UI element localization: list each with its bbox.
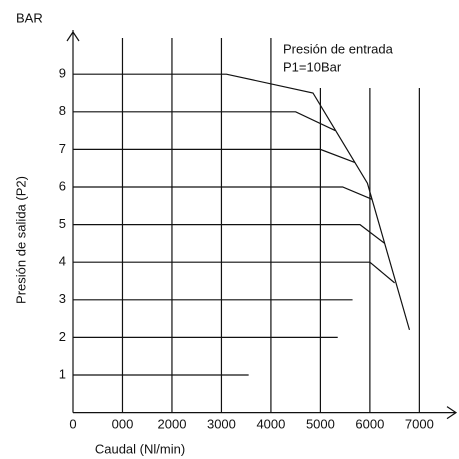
x-tick-label: 2000 <box>158 416 187 431</box>
y-tick-label: 9 <box>59 66 66 81</box>
y-tick-label: 3 <box>59 291 66 306</box>
annotation: Presión de entrada <box>283 41 394 56</box>
x-axis-arrow <box>446 406 458 420</box>
annotation: P1=10Bar <box>283 59 342 74</box>
x-tick-label: 000 <box>112 416 134 431</box>
x-tick-label: 6000 <box>355 416 384 431</box>
curve <box>73 186 373 200</box>
y-tick-label: 6 <box>59 178 66 193</box>
y-tick-label: 5 <box>59 216 66 231</box>
curve <box>73 73 411 331</box>
y-axis-label: Presión de salida (P2) <box>13 176 28 304</box>
y-tick-label: 4 <box>59 254 66 269</box>
y-tick-label: 1 <box>59 366 66 381</box>
x-tick-label: 3000 <box>207 416 236 431</box>
y-axis-arrow <box>66 30 80 42</box>
y-tick-label: 2 <box>59 329 66 344</box>
curve <box>73 224 386 244</box>
y-unit-label: BAR <box>16 10 43 25</box>
curve <box>73 261 396 284</box>
x-tick-label: 5000 <box>306 416 335 431</box>
x-tick-label: 0 <box>69 416 76 431</box>
y-tick-label: 7 <box>59 141 66 156</box>
curve <box>73 111 336 132</box>
y-tick-label: 8 <box>59 103 66 118</box>
curve <box>73 148 356 164</box>
x-tick-label: 7000 <box>405 416 434 431</box>
x-tick-label: 4000 <box>256 416 285 431</box>
x-axis-label: Caudal (Nl/min) <box>95 441 185 456</box>
